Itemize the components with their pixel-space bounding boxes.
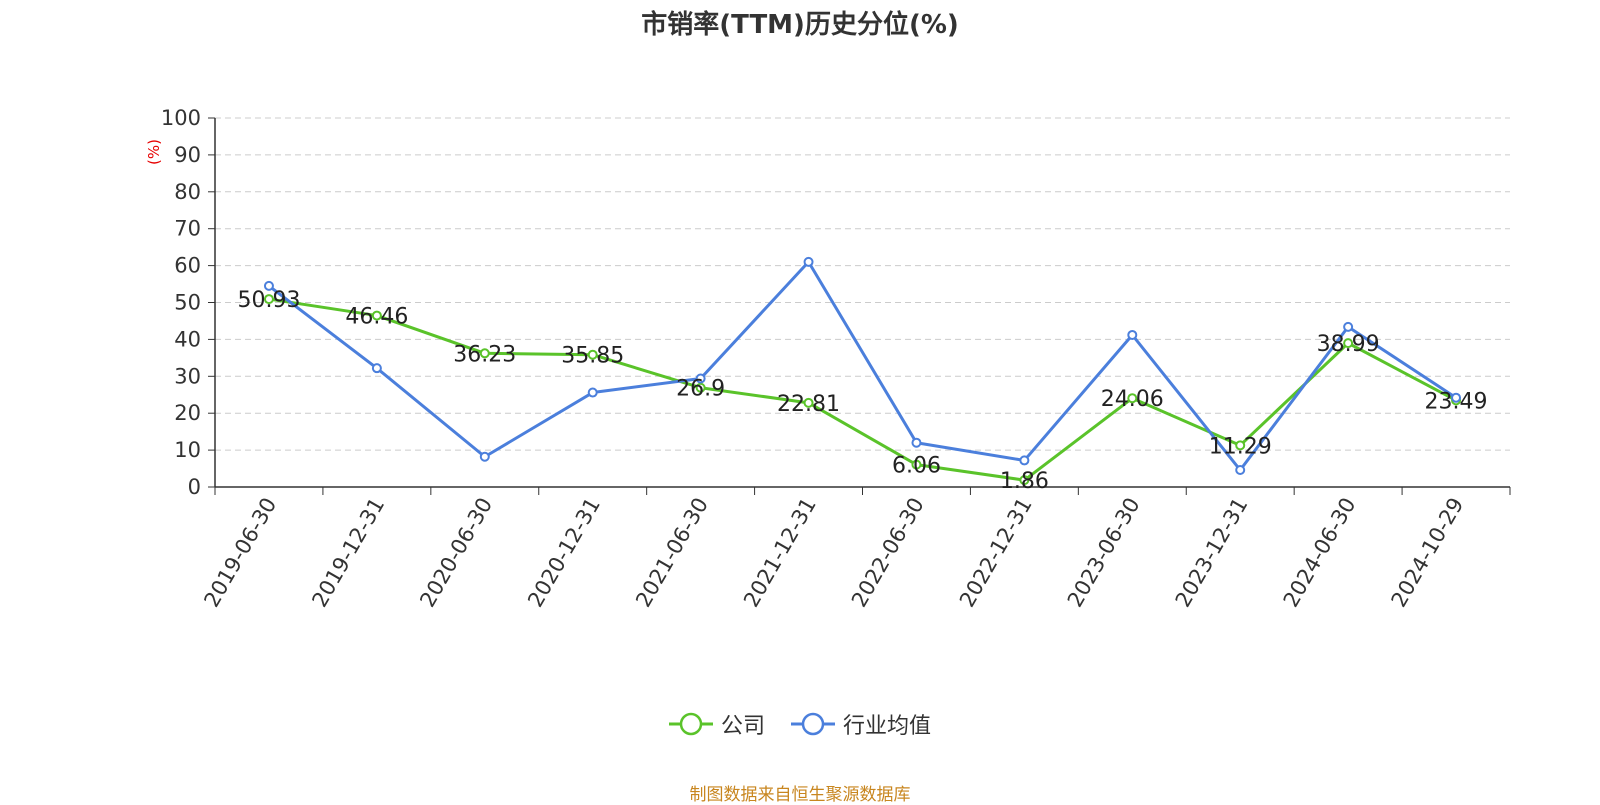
series-0-point-7	[1019, 475, 1030, 486]
data-label-8: 24.06	[1101, 387, 1164, 412]
x-tick-label-2021-06-30: 2021-06-30	[631, 494, 713, 612]
series-1-point-6	[911, 437, 922, 448]
series-line-0	[268, 297, 1457, 482]
chart-legend: 公司 行业均值	[0, 708, 1600, 740]
data-label-0: 50.93	[237, 288, 300, 313]
legend-label-industry-average: 行业均值	[843, 714, 932, 739]
data-label-11: 23.49	[1425, 389, 1488, 414]
series-1-point-10	[1343, 321, 1354, 332]
data-source-note: 制图数据来自恒生聚源数据库	[689, 785, 911, 805]
series-1-point-9	[1235, 465, 1246, 476]
y-tick-label-50: 50	[174, 291, 201, 315]
y-tick-label-80: 80	[174, 180, 201, 204]
series-1-point-3	[587, 387, 598, 398]
series-1-point-0	[263, 280, 274, 291]
x-tick-label-2021-12-31: 2021-12-31	[739, 494, 821, 612]
legend-item-company[interactable]: 公司	[668, 708, 765, 740]
series-0-point-2	[479, 348, 490, 359]
y-tick-label-30: 30	[174, 364, 201, 388]
series-1-point-11	[1451, 392, 1462, 403]
y-tick-label-70: 70	[174, 217, 201, 241]
data-label-5: 22.81	[777, 392, 840, 417]
data-label-7: 1.86	[1000, 469, 1049, 494]
series-0-point-4	[695, 382, 706, 393]
x-tick-label-2022-06-30: 2022-06-30	[847, 494, 929, 612]
data-label-9: 11.29	[1209, 434, 1272, 459]
x-tick-label-2024-06-30: 2024-06-30	[1279, 494, 1361, 612]
y-axis-label: (%)	[145, 139, 163, 165]
series-0-point-10	[1343, 338, 1354, 349]
series-1-point-4	[695, 373, 706, 384]
legend-label-company: 公司	[720, 714, 765, 739]
data-label-1: 46.46	[345, 305, 408, 330]
data-label-6: 6.06	[892, 454, 941, 479]
y-tick-label-100: 100	[161, 106, 201, 130]
series-1-point-8	[1127, 329, 1138, 340]
data-label-2: 36.23	[453, 342, 516, 367]
series-line-1	[268, 260, 1457, 472]
data-label-3: 35.85	[561, 344, 624, 369]
y-tick-label-60: 60	[174, 254, 201, 278]
x-tick-label-2020-06-30: 2020-06-30	[415, 494, 497, 612]
y-tick-label-20: 20	[174, 401, 201, 425]
y-tick-label-10: 10	[174, 438, 201, 462]
series-1-point-2	[479, 451, 490, 462]
x-tick-label-2022-12-31: 2022-12-31	[955, 494, 1037, 612]
y-tick-label-90: 90	[174, 143, 201, 167]
x-tick-label-2019-06-30: 2019-06-30	[199, 494, 281, 612]
series-0-point-6	[911, 459, 922, 470]
series-0-point-9	[1235, 440, 1246, 451]
x-tick-label-2023-12-31: 2023-12-31	[1171, 494, 1253, 612]
y-tick-label-0: 0	[188, 475, 201, 499]
data-label-4: 26.9	[676, 377, 725, 402]
series-0-point-3	[587, 349, 598, 360]
series-0-point-8	[1127, 393, 1138, 404]
y-tick-label-40: 40	[174, 327, 201, 351]
series-0-point-5	[803, 397, 814, 408]
x-tick-label-2019-12-31: 2019-12-31	[307, 494, 389, 612]
x-tick-label-2023-06-30: 2023-06-30	[1063, 494, 1145, 612]
x-tick-label-2020-12-31: 2020-12-31	[523, 494, 605, 612]
series-1-point-7	[1019, 455, 1030, 466]
legend-item-industry-average[interactable]: 行业均值	[791, 708, 931, 740]
x-tick-label-2024-10-29: 2024-10-29	[1387, 494, 1469, 612]
series-1-point-1	[371, 363, 382, 374]
series-0-point-0	[263, 294, 274, 305]
legend-swatch-company	[668, 712, 713, 736]
series-0-point-1	[371, 310, 382, 321]
data-label-10: 38.99	[1317, 332, 1380, 357]
legend-swatch-industry-average	[791, 712, 835, 736]
series-1-point-5	[803, 256, 814, 267]
chart-title: 市销率(TTM)历史分位(%)	[641, 10, 959, 40]
